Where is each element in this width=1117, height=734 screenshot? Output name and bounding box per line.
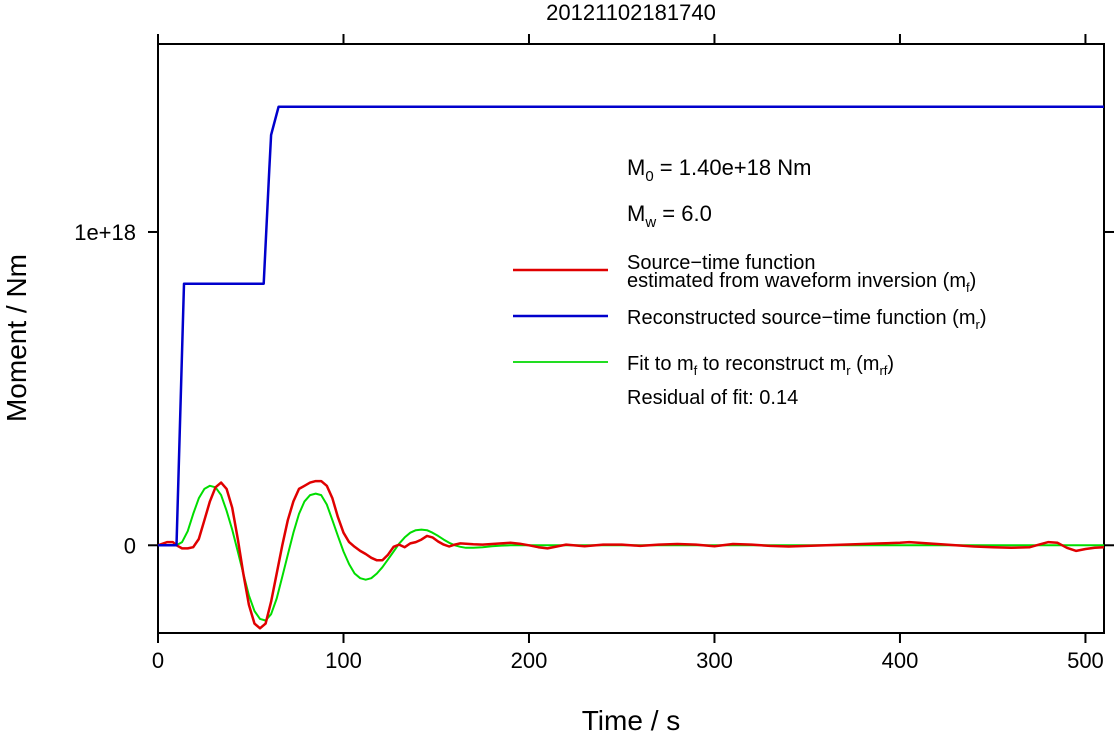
- x-tick-label: 200: [511, 648, 548, 673]
- legend-green: Fit to mf to reconstruct mr (mrf): [627, 353, 894, 378]
- x-tick-label: 400: [882, 648, 919, 673]
- axis-ticks: 0 100 200 300 400 500 0 1e+18: [74, 34, 1114, 673]
- legend-red-line1: Source−time function: [627, 252, 815, 274]
- x-tick-label: 500: [1067, 648, 1104, 673]
- series-line-mr: [158, 105, 1104, 547]
- x-tick-label: 0: [152, 648, 164, 673]
- chart-title: 20121102181740: [546, 0, 716, 25]
- annotations: M0 = 1.40e+18 Nm Mw = 6.0: [627, 155, 811, 231]
- legend-red-line2: estimated from waveform inversion (mf): [627, 270, 976, 295]
- x-tick-label: 100: [325, 648, 362, 673]
- x-axis-title: Time / s: [582, 705, 681, 734]
- legend-residual: Residual of fit: 0.14: [627, 387, 798, 409]
- y-tick-label: 1e+18: [74, 220, 136, 245]
- mw-annotation: Mw = 6.0: [627, 201, 712, 231]
- series-line-mf: [157, 479, 1105, 630]
- x-tick-label: 300: [696, 648, 733, 673]
- y-axis-title: Moment / Nm: [1, 254, 32, 422]
- series-line-mrf: [158, 484, 1104, 622]
- series-lines: [157, 105, 1105, 630]
- legend-blue: Reconstructed source−time function (mr): [627, 307, 987, 332]
- m0-annotation: M0 = 1.40e+18 Nm: [627, 155, 811, 185]
- y-tick-label: 0: [124, 533, 136, 558]
- legend: Source−time function estimated from wave…: [513, 252, 987, 409]
- plot-frame: [157, 43, 1105, 634]
